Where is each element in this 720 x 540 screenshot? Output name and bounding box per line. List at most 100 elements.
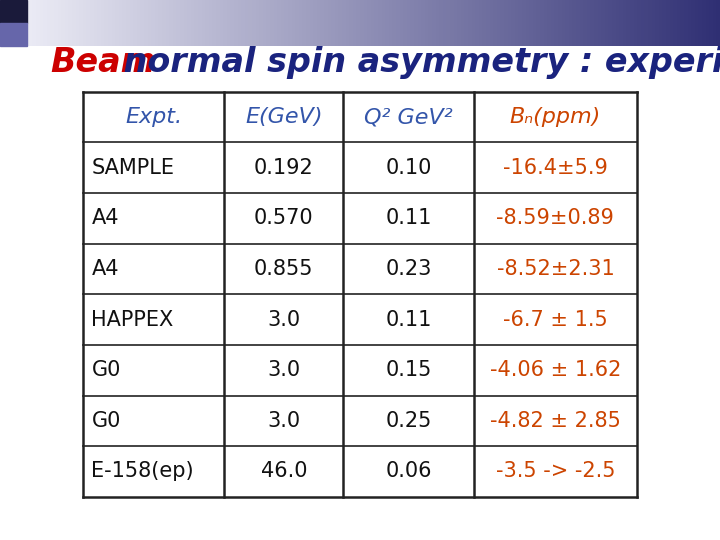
Bar	[421, 0, 425, 46]
Bar	[29, 0, 32, 46]
Bar	[216, 0, 220, 46]
Bar	[90, 0, 94, 46]
Bar	[187, 0, 191, 46]
Bar	[317, 0, 320, 46]
Bar	[360, 0, 364, 46]
Bar	[155, 0, 158, 46]
Bar	[122, 0, 126, 46]
Bar	[544, 0, 547, 46]
Bar	[245, 0, 248, 46]
Bar	[112, 0, 115, 46]
Bar	[590, 0, 594, 46]
Bar	[378, 0, 382, 46]
Bar	[40, 0, 43, 46]
Bar	[256, 0, 259, 46]
Text: Expt.: Expt.	[125, 107, 182, 127]
Bar	[565, 0, 569, 46]
Bar	[263, 0, 266, 46]
Text: 0.10: 0.10	[385, 158, 432, 178]
Bar	[616, 0, 619, 46]
Bar	[259, 0, 263, 46]
Bar	[414, 0, 418, 46]
Bar	[101, 0, 104, 46]
Bar	[508, 0, 511, 46]
Bar	[166, 0, 169, 46]
Bar	[320, 0, 324, 46]
Bar	[551, 0, 554, 46]
Bar	[472, 0, 475, 46]
Bar	[677, 0, 680, 46]
Bar	[522, 0, 526, 46]
Bar	[198, 0, 202, 46]
Bar	[382, 0, 385, 46]
Bar	[331, 0, 335, 46]
Bar	[572, 0, 576, 46]
Text: normal spin asymmetry : experiments: normal spin asymmetry : experiments	[112, 45, 720, 79]
Bar	[392, 0, 396, 46]
Bar	[576, 0, 580, 46]
Bar	[324, 0, 328, 46]
Bar	[554, 0, 558, 46]
Bar	[227, 0, 230, 46]
Text: Beam: Beam	[50, 45, 156, 79]
Bar	[238, 0, 241, 46]
Bar	[490, 0, 493, 46]
Bar	[288, 0, 292, 46]
Bar	[364, 0, 367, 46]
Bar	[212, 0, 216, 46]
Text: 0.855: 0.855	[254, 259, 313, 279]
Bar	[7, 0, 11, 46]
Bar	[68, 0, 72, 46]
Bar	[79, 0, 83, 46]
Bar	[666, 0, 670, 46]
Bar	[180, 0, 184, 46]
Bar	[230, 0, 234, 46]
Bar	[634, 0, 637, 46]
Bar	[468, 0, 472, 46]
Text: 0.570: 0.570	[254, 208, 314, 228]
Bar	[209, 0, 212, 46]
Bar	[335, 0, 338, 46]
Bar	[536, 0, 540, 46]
Text: -4.06 ± 1.62: -4.06 ± 1.62	[490, 360, 621, 380]
Text: A4: A4	[91, 208, 119, 228]
Bar	[133, 0, 137, 46]
Text: HAPPEX: HAPPEX	[91, 309, 174, 329]
Bar	[191, 0, 194, 46]
Bar	[612, 0, 616, 46]
Text: -4.82 ± 2.85: -4.82 ± 2.85	[490, 411, 621, 431]
Text: 3.0: 3.0	[267, 360, 300, 380]
Bar	[475, 0, 479, 46]
Bar	[662, 0, 666, 46]
Bar	[202, 0, 205, 46]
Bar	[511, 0, 515, 46]
Bar	[0, 23, 27, 46]
Bar	[169, 0, 173, 46]
Bar	[328, 0, 331, 46]
Bar	[691, 0, 695, 46]
Bar	[500, 0, 504, 46]
Bar	[295, 0, 299, 46]
Bar	[479, 0, 482, 46]
Bar	[176, 0, 180, 46]
Bar	[608, 0, 612, 46]
Bar	[115, 0, 119, 46]
Bar	[104, 0, 108, 46]
Bar	[698, 0, 702, 46]
Bar	[436, 0, 439, 46]
Bar	[241, 0, 245, 46]
Bar	[374, 0, 378, 46]
Bar	[641, 0, 644, 46]
Bar	[587, 0, 590, 46]
Text: -8.52±2.31: -8.52±2.31	[497, 259, 614, 279]
Bar	[83, 92, 637, 497]
Bar	[184, 0, 187, 46]
Bar	[580, 0, 583, 46]
Bar	[270, 0, 274, 46]
Bar	[630, 0, 634, 46]
Bar	[144, 0, 148, 46]
Bar	[306, 0, 310, 46]
Bar	[716, 0, 720, 46]
Bar	[454, 0, 457, 46]
Bar	[148, 0, 151, 46]
